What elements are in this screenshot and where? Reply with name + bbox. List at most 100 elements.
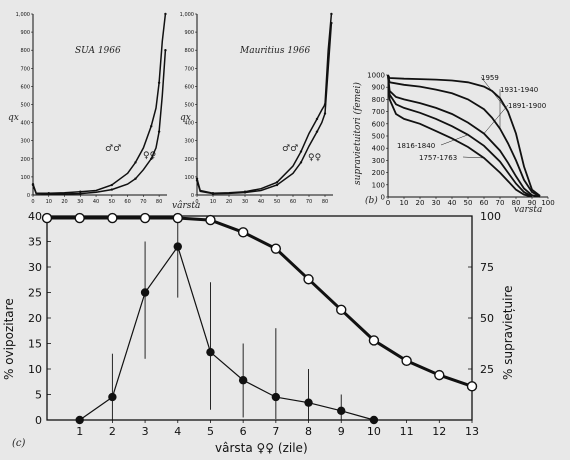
panel-oviposition-x-tick-label: 9 xyxy=(338,425,345,438)
panel-mauritius-x-tick-label: 70 xyxy=(306,199,312,205)
panel-oviposition-x-tick-label: 3 xyxy=(142,425,149,438)
panel-sua-series-point xyxy=(31,183,35,187)
panel-mauritius-series-point xyxy=(275,183,279,187)
panel-survivorship-leader-line xyxy=(480,76,509,112)
panel-mauritius-xlabel: vârsta xyxy=(172,200,200,211)
survival-point xyxy=(466,381,478,392)
panel-sua-series-point xyxy=(134,177,137,180)
panel-sua-y-tick-label: 200 xyxy=(20,157,30,163)
panel-survivorship-y-tick-label: 600 xyxy=(372,120,385,128)
panel-mauritius-series-point xyxy=(275,181,279,184)
panel-oviposition-y-tick-label: 25 xyxy=(28,287,42,300)
panel-oviposition-ylabel: % ovipozitare xyxy=(2,298,16,380)
panel-sua-female-label: ♀♀ xyxy=(143,151,156,161)
panel-survivorship-series-label: 1931-1940 xyxy=(500,86,538,94)
panel-survivorship-series-line-1 xyxy=(387,74,541,197)
survival-point xyxy=(434,369,445,381)
panel-mauritius-series-point xyxy=(211,192,215,195)
panel-oviposition-x-tick-label: 8 xyxy=(305,425,312,438)
panel-sua-y-tick-label: 100 xyxy=(20,175,30,181)
panel-oviposition-y-tick-label: 10 xyxy=(28,363,42,376)
panel-sua-x-tick-label: 40 xyxy=(93,199,99,205)
oviposition-point xyxy=(369,415,379,425)
panel-oviposition-y-tick-label: 35 xyxy=(28,236,42,249)
panel-sua-x-tick-label: 30 xyxy=(77,199,83,205)
panel-survivorship-series-line-2 xyxy=(387,74,541,198)
survival-point xyxy=(270,243,282,254)
panel-sua-series-point xyxy=(164,12,167,16)
panel-survivorship-y-tick-label: 700 xyxy=(372,108,385,116)
panel-survivorship-x-tick-label: 90 xyxy=(528,199,537,207)
panel-survivorship-x-tick-label: 20 xyxy=(416,199,425,207)
panel-survivorship-letter: (b) xyxy=(365,195,378,206)
panel-survivorship-x-tick-label: 10 xyxy=(400,199,409,207)
panel-sua-series-point xyxy=(150,125,153,128)
panel-mauritius-series-point xyxy=(243,191,247,194)
panel-mauritius-x-tick-label: 10 xyxy=(210,199,216,205)
panel-survivorship-ylabel: supravietuitori (femei) xyxy=(352,82,363,185)
panel-mauritius-series-line-1 xyxy=(196,13,333,194)
panel-sua-series-point xyxy=(79,192,82,195)
survival-point xyxy=(401,355,412,367)
panel-oviposition-xlabel: vârsta ♀♀ (zile) xyxy=(215,441,308,455)
panel-mauritius-ylabel: qx xyxy=(180,113,191,123)
panel-sua-series-point xyxy=(150,157,153,160)
panel-oviposition-right-tick-label: 100 xyxy=(480,210,501,223)
survival-point xyxy=(172,212,183,224)
panel-mauritius-y-tick-label: 0 xyxy=(191,193,194,199)
panel-survivorship-x-tick-label: 70 xyxy=(496,199,505,207)
panel-survivorship-xlabel: varsta xyxy=(514,205,542,215)
oviposition-point xyxy=(140,288,150,297)
panel-survivorship-series-line-5 xyxy=(387,74,533,198)
panel-sua-y-tick-label: 0 xyxy=(27,193,30,199)
panel-mauritius-male-label: ♂♂ xyxy=(282,144,298,154)
panel-sua-y-tick-label: 700 xyxy=(20,66,30,72)
panel-sua-y-tick-label: 1,000 xyxy=(16,12,30,18)
panel-survivorship-x-tick-label: 50 xyxy=(464,199,473,207)
panel-survivorship-series-label: 1959 xyxy=(481,74,499,82)
panel-sua-series-point xyxy=(110,188,114,191)
panel-sua-y-tick-label: 600 xyxy=(20,84,30,90)
panel-mauritius-series-point xyxy=(323,112,327,115)
panel-sua-series-line-2 xyxy=(32,50,167,195)
survival-line xyxy=(47,216,473,388)
panel-sua-x-tick-label: 0 xyxy=(31,199,34,205)
panel-oviposition-x-tick-label: 7 xyxy=(272,425,279,438)
panel-oviposition-x-tick-label: 6 xyxy=(240,425,247,438)
panel-oviposition-x-tick-label: 1 xyxy=(76,425,83,438)
panel-survivorship-y-tick-label: 400 xyxy=(372,145,385,153)
panel-survivorship-series-label: 1816-1840 xyxy=(397,142,435,150)
panel-mauritius-series-point xyxy=(299,150,303,153)
panel-oviposition-y-tick-label: 5 xyxy=(35,389,42,402)
survival-point xyxy=(237,227,249,238)
panel-oviposition-x-tick-label: 4 xyxy=(174,425,181,438)
survival-point xyxy=(303,274,314,285)
panel-sua-ylabel: qx xyxy=(8,113,19,123)
panel-survivorship-leader-line xyxy=(462,156,485,159)
panel-survivorship-x-tick-label: 40 xyxy=(448,199,457,207)
panel-sua-series-point xyxy=(157,130,161,133)
panel-sua-y-tick-label: 800 xyxy=(20,48,30,54)
panel-sua-y-tick-label: 900 xyxy=(20,30,30,36)
panel-survivorship-curves: 0 100 200 300 400 500 600 700 800 900 1000 0 10 20 30 4… xyxy=(352,72,555,216)
oviposition-line xyxy=(79,245,375,421)
panel-oviposition-y-tick-label: 15 xyxy=(28,338,42,351)
oviposition-point xyxy=(75,415,84,425)
panel-mauritius-y-tick-label: 500 xyxy=(184,103,194,109)
panel-mauritius-series-point xyxy=(299,161,303,164)
panel-oviposition-y-tick-label: 30 xyxy=(28,261,42,274)
panel-sua-series-point xyxy=(164,49,167,52)
panel-mauritius-x-tick-label: 20 xyxy=(226,199,232,205)
panel-mauritius-x-tick-label: 60 xyxy=(290,199,296,205)
panel-survivorship-y-tick-label: 500 xyxy=(372,133,385,141)
panel-oviposition-x-tick-label: 10 xyxy=(367,425,381,438)
panel-mauritius-y-tick-label: 700 xyxy=(184,66,194,72)
panel-sua-annotation: SUA 1966 xyxy=(75,46,121,56)
panel-mauritius-annotation: Mauritius 1966 xyxy=(239,46,311,56)
panel-mauritius-y-tick-label: 1,000 xyxy=(180,12,194,18)
panel-sua-series-point xyxy=(110,183,114,187)
panel-sua-x-tick-label: 70 xyxy=(140,199,146,205)
panel-survivorship-x-tick-label: 100 xyxy=(541,199,554,207)
